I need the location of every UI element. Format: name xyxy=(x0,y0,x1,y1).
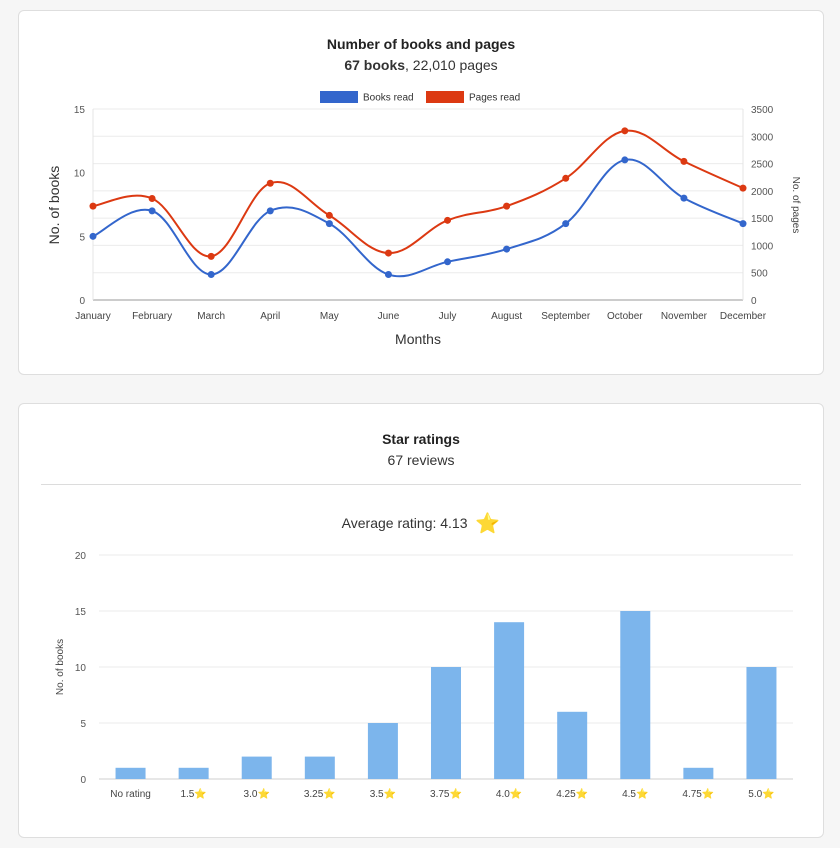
data-point xyxy=(148,194,156,202)
data-point xyxy=(148,207,156,215)
rating-bar xyxy=(557,711,588,779)
right-tick-label: 3500 xyxy=(751,105,774,116)
x-tick-label: October xyxy=(607,311,643,322)
data-point xyxy=(266,179,274,187)
y-tick-label: 10 xyxy=(75,663,87,674)
x-tick-label: July xyxy=(439,311,457,322)
data-point xyxy=(444,258,452,266)
data-point xyxy=(739,220,747,228)
right-tick-label: 1000 xyxy=(751,241,774,252)
right-tick-label: 3000 xyxy=(751,132,774,143)
rating-bar xyxy=(746,667,777,779)
rating-bar xyxy=(304,756,335,779)
left-tick-label: 10 xyxy=(74,169,86,180)
x-tick-label: March xyxy=(197,311,225,322)
books-pages-line-chart: 0 500 1000 1500 2000 2500 3000 3500 0 5 10 15 Januar… xyxy=(46,91,801,347)
ratings-chart-title: Star ratings xyxy=(382,431,460,447)
series-line xyxy=(92,158,744,278)
y-tick-label: 5 xyxy=(80,719,86,730)
data-point xyxy=(739,184,747,192)
y-axis-title: No. of books xyxy=(46,166,62,245)
books-pages-card: Number of books and pages 67 books, 22,0… xyxy=(18,10,824,375)
books-chart-subtitle: 67 books, 22,010 pages xyxy=(19,57,823,73)
right-tick-label: 2500 xyxy=(751,160,774,171)
x-tick-label: 5.0⭐ xyxy=(748,787,774,800)
rating-bar xyxy=(115,767,146,779)
pages-count: , 22,010 pages xyxy=(405,57,498,73)
legend-swatch xyxy=(426,91,464,103)
x-tick-label: February xyxy=(132,311,172,322)
x-tick-label: November xyxy=(661,311,708,322)
right-tick-label: 0 xyxy=(751,296,757,307)
books-chart-title: Number of books and pages xyxy=(326,36,516,52)
data-point xyxy=(680,157,688,165)
right-tick-label: 2000 xyxy=(751,187,774,198)
legend-label: Books read xyxy=(363,93,414,104)
ratings-chart-subtitle: 67 reviews xyxy=(387,452,455,468)
y-tick-label: 20 xyxy=(75,551,87,562)
y-tick-label: 15 xyxy=(75,607,87,618)
x-tick-label: 3.0⭐ xyxy=(244,787,270,800)
x-tick-label: 3.75⭐ xyxy=(430,787,462,800)
left-tick-label: 0 xyxy=(79,296,85,307)
x-tick-label: January xyxy=(75,311,111,322)
data-point xyxy=(89,232,97,240)
rating-bar xyxy=(241,756,272,779)
data-point xyxy=(325,211,333,219)
rating-bar xyxy=(494,622,525,779)
ratings-divider xyxy=(41,484,801,485)
x-tick-label: 3.25⭐ xyxy=(304,787,336,800)
average-rating: Average rating: 4.13 ⭐ xyxy=(19,511,823,536)
star-ratings-bar-chart: 0 5 10 15 20 No. of books No rating 1.5⭐ 3.0⭐ 3.2… xyxy=(55,551,793,800)
x-tick-label: No rating xyxy=(110,789,151,800)
left-tick-label: 15 xyxy=(74,105,86,116)
average-rating-label: Average rating: 4.13 xyxy=(341,515,468,531)
x-tick-label: 1.5⭐ xyxy=(180,787,206,800)
data-point xyxy=(444,216,452,224)
data-point xyxy=(680,194,688,202)
data-point xyxy=(89,202,97,210)
star-icon: ⭐ xyxy=(475,513,501,535)
data-point xyxy=(621,156,629,164)
rating-bar xyxy=(683,767,714,779)
data-point xyxy=(207,271,215,279)
x-tick-label: August xyxy=(491,311,522,322)
data-point xyxy=(384,271,392,279)
y-axis-right-title: No. of pages xyxy=(790,177,801,234)
books-count: 67 books xyxy=(344,57,406,73)
series-line xyxy=(92,129,744,258)
x-tick-label: 3.5⭐ xyxy=(370,787,396,800)
left-tick-label: 5 xyxy=(79,232,85,243)
rating-bar xyxy=(620,611,651,779)
rating-bar xyxy=(431,667,461,779)
x-tick-label: 4.25⭐ xyxy=(556,787,588,800)
rating-bar xyxy=(178,767,209,779)
x-tick-label: December xyxy=(720,311,767,322)
legend-swatch xyxy=(320,91,358,103)
right-tick-label: 1500 xyxy=(751,214,774,225)
data-point xyxy=(562,174,570,182)
x-tick-label: September xyxy=(541,311,591,322)
x-tick-label: 4.5⭐ xyxy=(622,787,648,800)
data-point xyxy=(562,220,570,228)
data-point xyxy=(621,127,629,135)
rating-bar xyxy=(367,723,398,779)
x-tick-label: June xyxy=(378,311,400,322)
data-point xyxy=(207,252,215,260)
data-point xyxy=(503,245,511,253)
right-tick-label: 500 xyxy=(751,269,768,280)
x-tick-label: April xyxy=(260,311,280,322)
y-tick-label: 0 xyxy=(80,775,86,786)
x-tick-label: 4.75⭐ xyxy=(682,787,714,800)
x-tick-label: 4.0⭐ xyxy=(496,787,522,800)
data-point xyxy=(384,249,392,257)
legend-label: Pages read xyxy=(469,93,520,104)
data-point xyxy=(325,220,333,228)
data-point xyxy=(503,202,511,210)
x-tick-label: May xyxy=(320,311,339,322)
star-ratings-card: Star ratings 67 reviews Average rating: … xyxy=(18,403,824,838)
x-axis-title: Months xyxy=(395,331,441,347)
y-axis-title: No. of books xyxy=(55,639,66,695)
data-point xyxy=(266,207,274,215)
